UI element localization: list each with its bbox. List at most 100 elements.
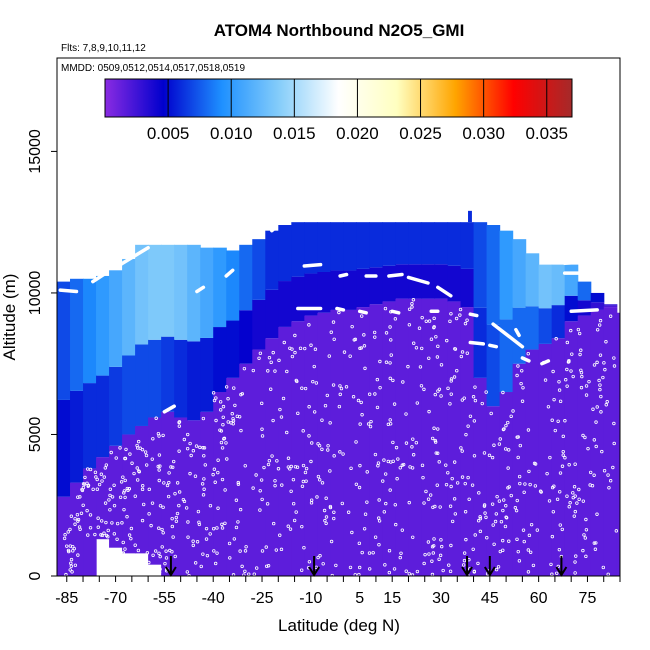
sample-point — [367, 392, 372, 396]
sample-point — [357, 565, 362, 570]
sample-point — [266, 462, 271, 467]
sample-point — [588, 470, 593, 475]
sample-point — [299, 568, 304, 572]
sample-point — [220, 446, 225, 450]
sample-point — [518, 443, 523, 448]
sample-point — [599, 410, 603, 414]
x-tick-label: -85 — [55, 590, 78, 607]
sample-point — [212, 467, 217, 471]
sample-point — [358, 422, 362, 426]
sample-point — [599, 394, 603, 399]
flight-track-segment — [562, 260, 586, 265]
sample-point — [579, 348, 583, 352]
sample-point — [568, 501, 572, 505]
sample-point — [555, 571, 559, 576]
sample-point — [66, 530, 70, 534]
sample-point — [473, 533, 477, 537]
sample-point — [557, 388, 562, 392]
sample-point — [501, 508, 505, 513]
sample-point — [271, 350, 275, 355]
sample-point — [561, 449, 565, 454]
sample-point — [404, 412, 408, 416]
sample-point — [243, 569, 247, 574]
sample-point — [188, 441, 192, 446]
sample-point — [69, 557, 74, 562]
sample-point — [432, 325, 436, 329]
sample-point — [445, 338, 449, 343]
sample-point — [598, 353, 603, 357]
sample-point — [231, 573, 236, 576]
sample-point — [201, 493, 206, 497]
sample-point — [342, 350, 347, 354]
sample-point — [191, 449, 196, 453]
sample-point — [76, 553, 80, 557]
sample-point — [573, 462, 577, 466]
sample-point — [604, 403, 608, 407]
sample-point — [223, 521, 227, 525]
sample-point — [565, 340, 570, 345]
sample-point — [460, 449, 464, 453]
sample-point — [417, 326, 422, 330]
sample-point — [527, 533, 532, 538]
sample-point — [503, 447, 508, 451]
sample-point — [244, 545, 248, 549]
sample-point — [592, 438, 597, 442]
field-cell-mid — [252, 299, 266, 350]
sample-point — [317, 478, 322, 482]
sample-point — [583, 536, 588, 540]
sample-point — [501, 427, 506, 432]
sample-point — [164, 556, 169, 560]
sample-point — [611, 465, 615, 470]
sample-point — [119, 480, 124, 484]
sample-point — [388, 376, 392, 381]
sample-point — [273, 369, 277, 373]
sample-point — [368, 567, 372, 571]
field-cell-low — [226, 377, 240, 576]
sample-point — [565, 384, 569, 388]
sample-point — [200, 482, 205, 486]
sample-point — [83, 475, 87, 480]
sample-point — [509, 493, 513, 498]
sample-point — [204, 537, 209, 541]
sample-point — [438, 505, 442, 509]
sample-point — [487, 453, 492, 458]
flight-track-segment — [387, 272, 404, 278]
flight-track-segment — [162, 404, 176, 414]
sample-point — [295, 379, 299, 384]
sample-point — [242, 366, 247, 371]
sample-point — [415, 569, 420, 574]
sample-point — [121, 540, 125, 545]
sample-point — [592, 541, 597, 545]
field-cell-mid — [213, 327, 227, 393]
field-cell-high — [538, 264, 553, 309]
sample-point — [147, 560, 151, 565]
sample-point — [466, 475, 470, 480]
sample-point — [232, 386, 236, 390]
field-cell-mid — [408, 264, 423, 299]
sample-point — [132, 471, 136, 476]
sample-point — [395, 477, 399, 481]
sample-point — [461, 563, 466, 567]
sample-point — [334, 563, 338, 568]
sample-point — [296, 411, 300, 416]
sample-point — [140, 487, 145, 492]
sample-point — [273, 479, 277, 483]
sample-point — [110, 521, 114, 525]
field-cell-mid — [109, 366, 123, 446]
sample-point — [68, 527, 72, 532]
sample-point — [125, 486, 129, 491]
field-cell-high — [343, 222, 357, 271]
flight-track-segment — [569, 308, 599, 314]
sample-point — [309, 501, 314, 505]
sample-point — [302, 546, 306, 550]
sample-point — [150, 501, 155, 505]
sample-point — [271, 521, 276, 526]
sample-point — [93, 532, 97, 537]
sample-point — [258, 508, 262, 512]
flight-track — [58, 226, 599, 414]
sample-point — [231, 417, 235, 421]
field-cell-mid — [590, 302, 605, 310]
sample-point — [290, 354, 295, 359]
sample-point — [462, 396, 466, 400]
sample-point — [65, 544, 69, 548]
